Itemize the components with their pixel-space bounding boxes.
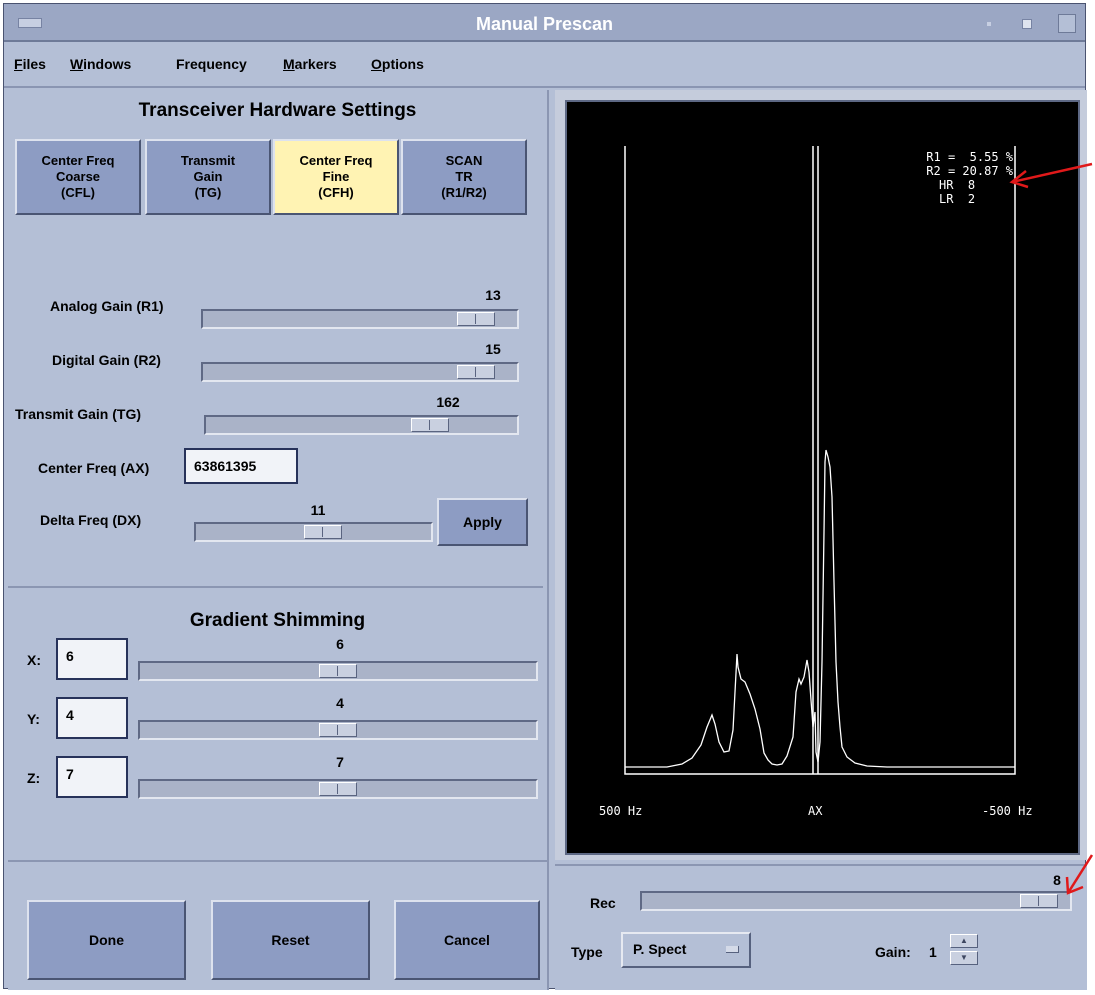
done-button[interactable]: Done — [27, 900, 186, 980]
transmit-gain-label: Transmit Gain (TG) — [15, 406, 142, 422]
x-axis-right-label: -500 Hz — [982, 804, 1033, 818]
x-axis-center-label: AX — [808, 804, 823, 818]
delta-freq-value: 11 — [310, 502, 326, 518]
spectrum-curve — [625, 449, 1015, 768]
stat-lr: LR 2 — [939, 192, 976, 206]
menu-frequency[interactable]: Frequency — [176, 56, 247, 72]
delta-freq-label: Delta Freq (DX) — [40, 512, 142, 528]
shim-x-input[interactable]: 6 — [56, 638, 128, 680]
rec-thumb[interactable] — [1020, 894, 1058, 908]
shim-x-value: 6 — [336, 636, 344, 652]
minimize-icon[interactable] — [987, 22, 991, 26]
section-divider — [8, 586, 543, 588]
analog-gain-slider[interactable] — [201, 309, 519, 329]
menu-bar: Files Windows Frequency Markers Options — [4, 42, 1085, 88]
hardware-settings-panel: Transceiver Hardware Settings Center Fre… — [8, 90, 549, 860]
shim-z-value: 7 — [336, 754, 344, 770]
gain-up-icon[interactable]: ▲ — [950, 934, 978, 948]
digital-gain-thumb[interactable] — [457, 365, 495, 379]
menu-options[interactable]: Options — [371, 56, 424, 72]
center-freq-label: Center Freq (AX) — [38, 460, 150, 476]
mode-button-cfl[interactable]: Center Freq Coarse (CFL) — [15, 139, 141, 215]
shim-z-input[interactable]: 7 — [56, 756, 128, 798]
cancel-button[interactable]: Cancel — [394, 900, 540, 980]
annotation-arrow-rec — [1066, 854, 1094, 894]
shim-y-value: 4 — [336, 695, 344, 711]
action-buttons-panel: Done Reset Cancel — [8, 860, 549, 990]
type-option-value: P. Spect — [633, 941, 687, 957]
hardware-section-title: Transceiver Hardware Settings — [138, 100, 417, 121]
spectrum-plot — [624, 146, 1016, 775]
spectrum-display: R1 = 5.55 % R2 = 20.87 % HR 8 LR 2 500 H… — [565, 100, 1080, 855]
analog-gain-value: 13 — [485, 287, 501, 303]
transmit-gain-slider[interactable] — [204, 415, 519, 435]
type-label: Type — [571, 944, 603, 960]
spectrum-axes-frame — [624, 146, 1016, 775]
manual-prescan-window: Manual Prescan Files Windows Frequency M… — [3, 3, 1087, 990]
menu-files[interactable]: Files — [14, 56, 46, 72]
window-title: Manual Prescan — [475, 14, 614, 34]
menu-windows[interactable]: Windows — [70, 56, 132, 72]
shim-y-label: Y: — [27, 711, 40, 727]
x-axis-left-label: 500 Hz — [599, 804, 643, 818]
digital-gain-label: Digital Gain (R2) — [52, 352, 161, 368]
delta-freq-slider[interactable] — [194, 522, 433, 542]
gain-label: Gain: — [875, 944, 911, 960]
annotation-arrow-stats — [1011, 162, 1093, 184]
shim-y-slider[interactable] — [138, 720, 538, 740]
reset-button[interactable]: Reset — [211, 900, 370, 980]
shim-y-thumb[interactable] — [319, 723, 357, 737]
stat-r1: R1 = 5.55 % — [926, 150, 1013, 164]
shim-z-slider[interactable] — [138, 779, 538, 799]
apply-button[interactable]: Apply — [437, 498, 528, 546]
shim-x-slider[interactable] — [138, 661, 538, 681]
analog-gain-label: Analog Gain (R1) — [50, 298, 164, 314]
spectrum-frame: R1 = 5.55 % R2 = 20.87 % HR 8 LR 2 500 H… — [555, 90, 1087, 860]
menu-markers[interactable]: Markers — [283, 56, 337, 72]
annotation-arrowhead-stats-icon — [1009, 170, 1029, 189]
shim-y-input[interactable]: 4 — [56, 697, 128, 739]
mode-button-tg[interactable]: Transmit Gain (TG) — [145, 139, 271, 215]
gain-value: 1 — [929, 944, 937, 960]
rec-slider[interactable] — [640, 891, 1072, 911]
shim-z-thumb[interactable] — [319, 782, 357, 796]
digital-gain-value: 15 — [485, 341, 501, 357]
annotation-arrowhead-rec-icon — [1065, 876, 1084, 895]
shim-x-label: X: — [27, 652, 41, 668]
stat-r2: R2 = 20.87 % — [926, 164, 1013, 178]
transmit-gain-thumb[interactable] — [411, 418, 449, 432]
receiver-panel: 8 Rec Type P. Spect Gain: 1 ▲ ▼ — [555, 864, 1087, 990]
center-freq-input[interactable]: 63861395 — [184, 448, 298, 484]
rec-value: 8 — [1053, 872, 1061, 888]
maximize-icon[interactable] — [1022, 19, 1032, 29]
shim-z-label: Z: — [27, 770, 41, 786]
gain-down-icon[interactable]: ▼ — [950, 951, 978, 965]
shimming-section-title: Gradient Shimming — [189, 610, 366, 631]
digital-gain-slider[interactable] — [201, 362, 519, 382]
delta-freq-thumb[interactable] — [304, 525, 342, 539]
transmit-gain-value: 162 — [436, 394, 460, 410]
type-option-menu[interactable]: P. Spect — [621, 932, 751, 968]
mode-button-cfh[interactable]: Center Freq Fine (CFH) — [273, 139, 399, 215]
close-icon[interactable] — [1058, 14, 1076, 33]
rec-label: Rec — [590, 895, 616, 911]
mode-button-scan-tr[interactable]: SCAN TR (R1/R2) — [401, 139, 527, 215]
shim-x-thumb[interactable] — [319, 664, 357, 678]
option-menu-indicator-icon — [726, 946, 739, 953]
title-bar: Manual Prescan — [4, 4, 1085, 42]
analog-gain-thumb[interactable] — [457, 312, 495, 326]
window-menu-icon[interactable] — [18, 18, 42, 28]
stat-hr: HR 8 — [939, 178, 976, 192]
